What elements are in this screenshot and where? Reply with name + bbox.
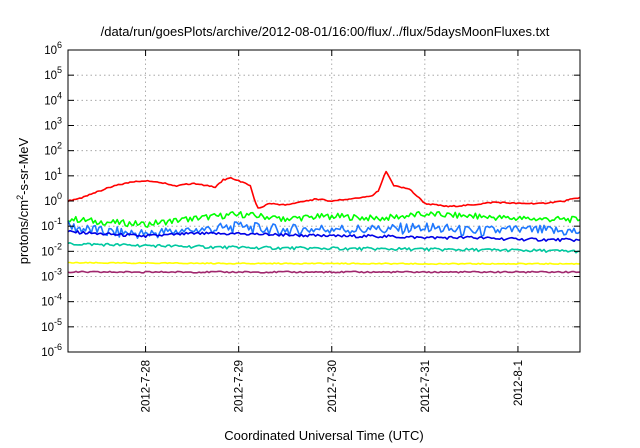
axis-ticks: 10-610-510-410-310-210-11001011021031041…	[41, 40, 580, 412]
y-tick-base: 10	[41, 297, 54, 309]
y-tick-label: 106	[44, 40, 62, 57]
y-tick-label: 10-1	[41, 216, 62, 233]
y-tick-label: 100	[44, 191, 62, 208]
y-tick-base: 10	[44, 70, 57, 82]
grid-lines	[68, 50, 580, 352]
y-tick-label: 102	[44, 141, 62, 158]
y-tick-exponent: 1	[57, 166, 62, 176]
y-tick-label: 10-2	[41, 241, 62, 258]
x-tick-label: 2012-7-29	[234, 360, 246, 412]
series-line-3	[67, 229, 581, 243]
y-tick-label: 103	[44, 116, 62, 133]
y-tick-base: 10	[44, 171, 57, 183]
chart-title: /data/run/goesPlots/archive/2012-08-01/1…	[101, 24, 550, 39]
y-tick-exponent: -3	[54, 267, 62, 277]
y-tick-exponent: 4	[57, 90, 62, 100]
y-tick-exponent: 2	[57, 141, 62, 151]
x-axis-label: Coordinated Universal Time (UTC)	[224, 428, 423, 443]
x-tick-label: 2012-7-30	[327, 360, 339, 412]
y-axis-label: protons/cm2-s-sr-MeV	[15, 137, 31, 264]
y-tick-exponent: 0	[57, 191, 62, 201]
series-line-5	[68, 261, 581, 266]
y-tick-exponent: 6	[57, 40, 62, 50]
y-tick-base: 10	[44, 196, 57, 208]
x-tick-label: 2012-7-28	[141, 360, 153, 412]
y-tick-base: 10	[44, 95, 57, 107]
y-label-suffix: -s-sr-MeV	[16, 137, 31, 194]
x-tick-label: 2012-8-1	[513, 360, 525, 406]
y-tick-base: 10	[44, 146, 57, 158]
y-tick-base: 10	[41, 221, 54, 233]
series-line-2	[67, 220, 581, 239]
y-tick-base: 10	[41, 246, 54, 258]
y-tick-exponent: -1	[54, 216, 62, 226]
y-tick-base: 10	[44, 121, 57, 133]
y-label-prefix: protons/cm	[16, 200, 31, 264]
series-line-0	[67, 170, 581, 209]
y-tick-exponent: -4	[54, 292, 62, 302]
y-tick-label: 10-6	[41, 342, 62, 359]
y-tick-base: 10	[41, 322, 54, 334]
y-tick-label: 10-4	[41, 292, 62, 309]
y-tick-exponent: 5	[57, 65, 62, 75]
series-line-1	[67, 211, 581, 228]
y-tick-label: 101	[44, 166, 62, 183]
series-layer	[67, 170, 581, 274]
y-tick-label: 10-3	[41, 267, 62, 284]
y-label-sup: 2	[15, 195, 25, 200]
y-tick-label: 105	[44, 65, 62, 82]
y-tick-base: 10	[41, 347, 54, 359]
series-line-6	[67, 270, 581, 274]
y-tick-base: 10	[41, 272, 54, 284]
y-tick-label: 10-5	[41, 317, 62, 334]
y-tick-exponent: -2	[54, 241, 62, 251]
y-tick-label: 104	[44, 90, 62, 107]
x-tick-label: 2012-7-31	[420, 360, 432, 412]
series-line-4	[67, 242, 580, 254]
y-tick-exponent: 3	[57, 116, 62, 126]
y-tick-exponent: -5	[54, 317, 62, 327]
y-tick-exponent: -6	[54, 342, 62, 352]
y-tick-base: 10	[44, 45, 57, 57]
